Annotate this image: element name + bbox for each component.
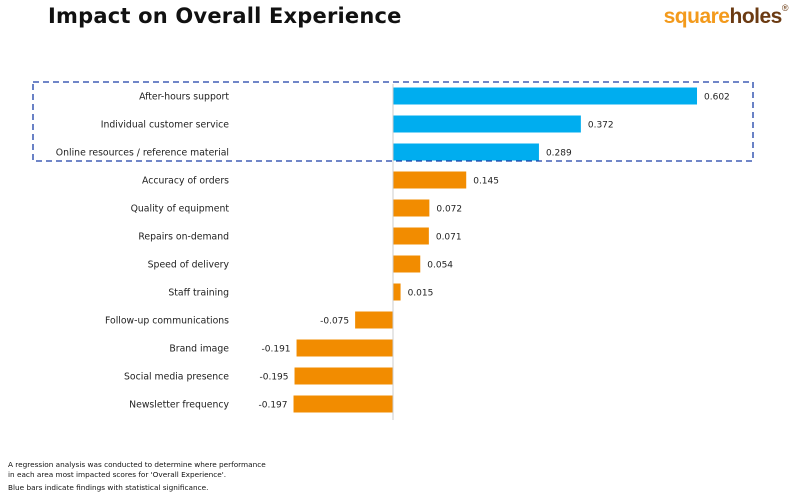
bar [393, 199, 430, 217]
chart-title: Impact on Overall Experience [48, 4, 402, 28]
bar [294, 367, 393, 385]
bar [393, 171, 467, 189]
value-label: -0.191 [262, 345, 291, 355]
brand-logo: squareholes® [663, 3, 789, 29]
bar [393, 227, 429, 245]
category-label: After-hours support [139, 92, 229, 103]
category-label: Accuracy of orders [142, 176, 229, 187]
category-label: Follow-up communications [105, 316, 229, 327]
bar [393, 87, 698, 105]
bars-group [293, 87, 698, 413]
bar [393, 115, 581, 133]
category-labels: After-hours support Individual customer s… [56, 92, 230, 411]
footnote-line-1: A regression analysis was conducted to d… [8, 460, 266, 469]
value-labels: 0.602 0.372 0.289 0.145 0.072 0.071 0.054 0.015… [258, 93, 729, 411]
value-label: 0.289 [546, 149, 572, 159]
value-label: 0.602 [704, 93, 730, 103]
bar [393, 143, 539, 161]
category-label: Staff training [168, 288, 229, 299]
category-label: Online resources / reference material [56, 148, 229, 159]
category-label: Social media presence [124, 372, 229, 383]
footnote-line-3: Blue bars indicate findings with statist… [8, 483, 209, 492]
value-label: -0.197 [258, 401, 287, 411]
bar [355, 311, 393, 329]
category-label: Brand image [169, 344, 229, 355]
significance-highlight-box [32, 81, 754, 162]
bar [293, 395, 393, 413]
value-label: 0.054 [427, 261, 453, 271]
category-label: Newsletter frequency [129, 400, 229, 411]
registered-mark: ® [781, 3, 789, 13]
bar [393, 283, 401, 301]
value-label: -0.195 [260, 373, 289, 383]
value-label: 0.145 [473, 177, 499, 187]
category-label: Repairs on-demand [138, 232, 229, 243]
category-label: Speed of delivery [148, 260, 230, 271]
logo-part-holes: holes [729, 5, 783, 28]
value-label: -0.075 [320, 317, 349, 327]
value-label: 0.072 [436, 205, 462, 215]
value-label: 0.071 [436, 233, 462, 243]
bar [296, 339, 393, 357]
value-label: 0.372 [588, 121, 614, 131]
value-label: 0.015 [408, 289, 434, 299]
category-label: Quality of equipment [131, 204, 230, 215]
footnote-line-2: in each area most impacted scores for 'O… [8, 470, 227, 479]
category-label: Individual customer service [101, 120, 230, 131]
footnote: A regression analysis was conducted to d… [8, 460, 266, 493]
bar [393, 255, 421, 273]
logo-part-square: square [663, 5, 730, 28]
